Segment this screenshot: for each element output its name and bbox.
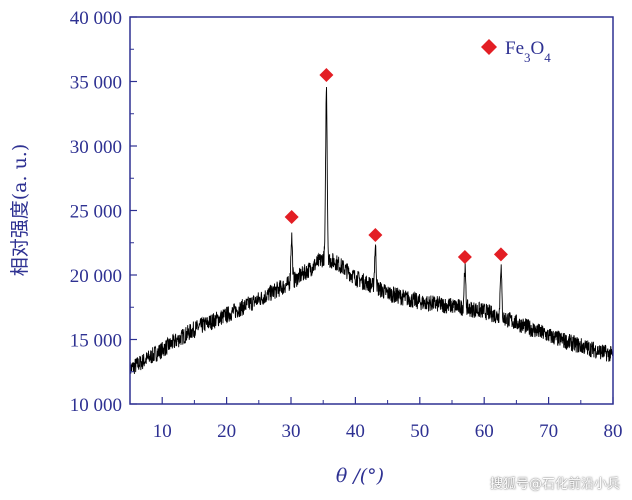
y-tick-label: 40 000 [70, 8, 122, 29]
x-axis-title: θ /(°) [336, 465, 384, 487]
fe3o4-peak-marker [368, 228, 383, 243]
x-tick-label: 70 [539, 421, 558, 442]
watermark-text: 搜狐号@石化前沿小兵 [489, 477, 620, 492]
fe3o4-peak-marker [493, 247, 508, 262]
legend-diamond-marker [481, 39, 497, 55]
y-tick-label: 15 000 [70, 331, 122, 352]
y-tick-label: 25 000 [70, 202, 122, 223]
x-tick-label: 50 [410, 421, 429, 442]
y-tick-label: 35 000 [70, 73, 122, 94]
x-tick-label: 80 [604, 421, 623, 442]
plot-area [129, 68, 614, 378]
x-tick-label: 60 [475, 421, 494, 442]
fe3o4-peak-marker [284, 209, 299, 224]
axes [129, 16, 614, 405]
legend: Fe3O4 [481, 38, 551, 65]
fe3o4-peak-marker [457, 249, 472, 264]
axis-frame [129, 16, 614, 405]
x-tick-label: 20 [217, 421, 236, 442]
y-axis-ticks: 10 000 15 000 20 000 25 000 30 000 35 000 40 0… [70, 8, 137, 416]
y-tick-label: 30 000 [70, 137, 122, 158]
xrd-trace-line [129, 86, 614, 378]
y-tick-label: 20 000 [70, 266, 122, 287]
fe3o4-peak-marker [319, 68, 334, 83]
x-axis-ticks: 10 20 30 40 50 60 70 80 [129, 397, 623, 442]
x-tick-label: 40 [346, 421, 365, 442]
y-axis-title: 相对强度(a. u.) [9, 144, 31, 277]
y-tick-label: 10 000 [70, 395, 122, 416]
legend-label: Fe3O4 [505, 38, 551, 65]
x-tick-label: 10 [153, 421, 172, 442]
x-tick-label: 30 [282, 421, 301, 442]
